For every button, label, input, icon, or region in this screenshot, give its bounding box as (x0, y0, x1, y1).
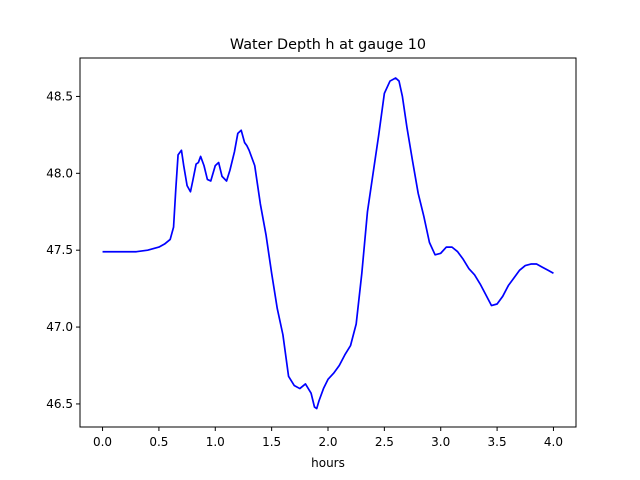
x-axis: 0.0 0.5 1.0 1.5 2.0 2.5 3.0 3.5 4.0 (93, 427, 563, 449)
series-line-0 (102, 77, 554, 410)
x-tick-label: 2.0 (318, 435, 337, 449)
axes-frame (79, 57, 577, 428)
x-axis-label: hours (311, 456, 345, 470)
chart-title: Water Depth h at gauge 10 (230, 37, 426, 53)
x-tick-label: 3.5 (488, 435, 507, 449)
x-tick-label: 4.0 (544, 435, 563, 449)
plot-area (102, 77, 554, 410)
y-tick-label: 47.0 (46, 320, 73, 334)
y-tick-label: 47.5 (46, 243, 73, 257)
x-tick-label: 0.0 (93, 435, 112, 449)
x-tick-label: 1.0 (206, 435, 225, 449)
y-tick-label: 48.0 (46, 166, 73, 180)
x-tick-label: 0.5 (149, 435, 168, 449)
y-tick-label: 46.5 (46, 397, 73, 411)
y-tick-label: 48.5 (46, 89, 73, 103)
x-tick-label: 2.5 (375, 435, 394, 449)
x-tick-label: 1.5 (262, 435, 281, 449)
x-tick-label: 3.0 (431, 435, 450, 449)
y-axis: 46.5 47.0 47.5 48.0 48.5 (46, 89, 80, 411)
